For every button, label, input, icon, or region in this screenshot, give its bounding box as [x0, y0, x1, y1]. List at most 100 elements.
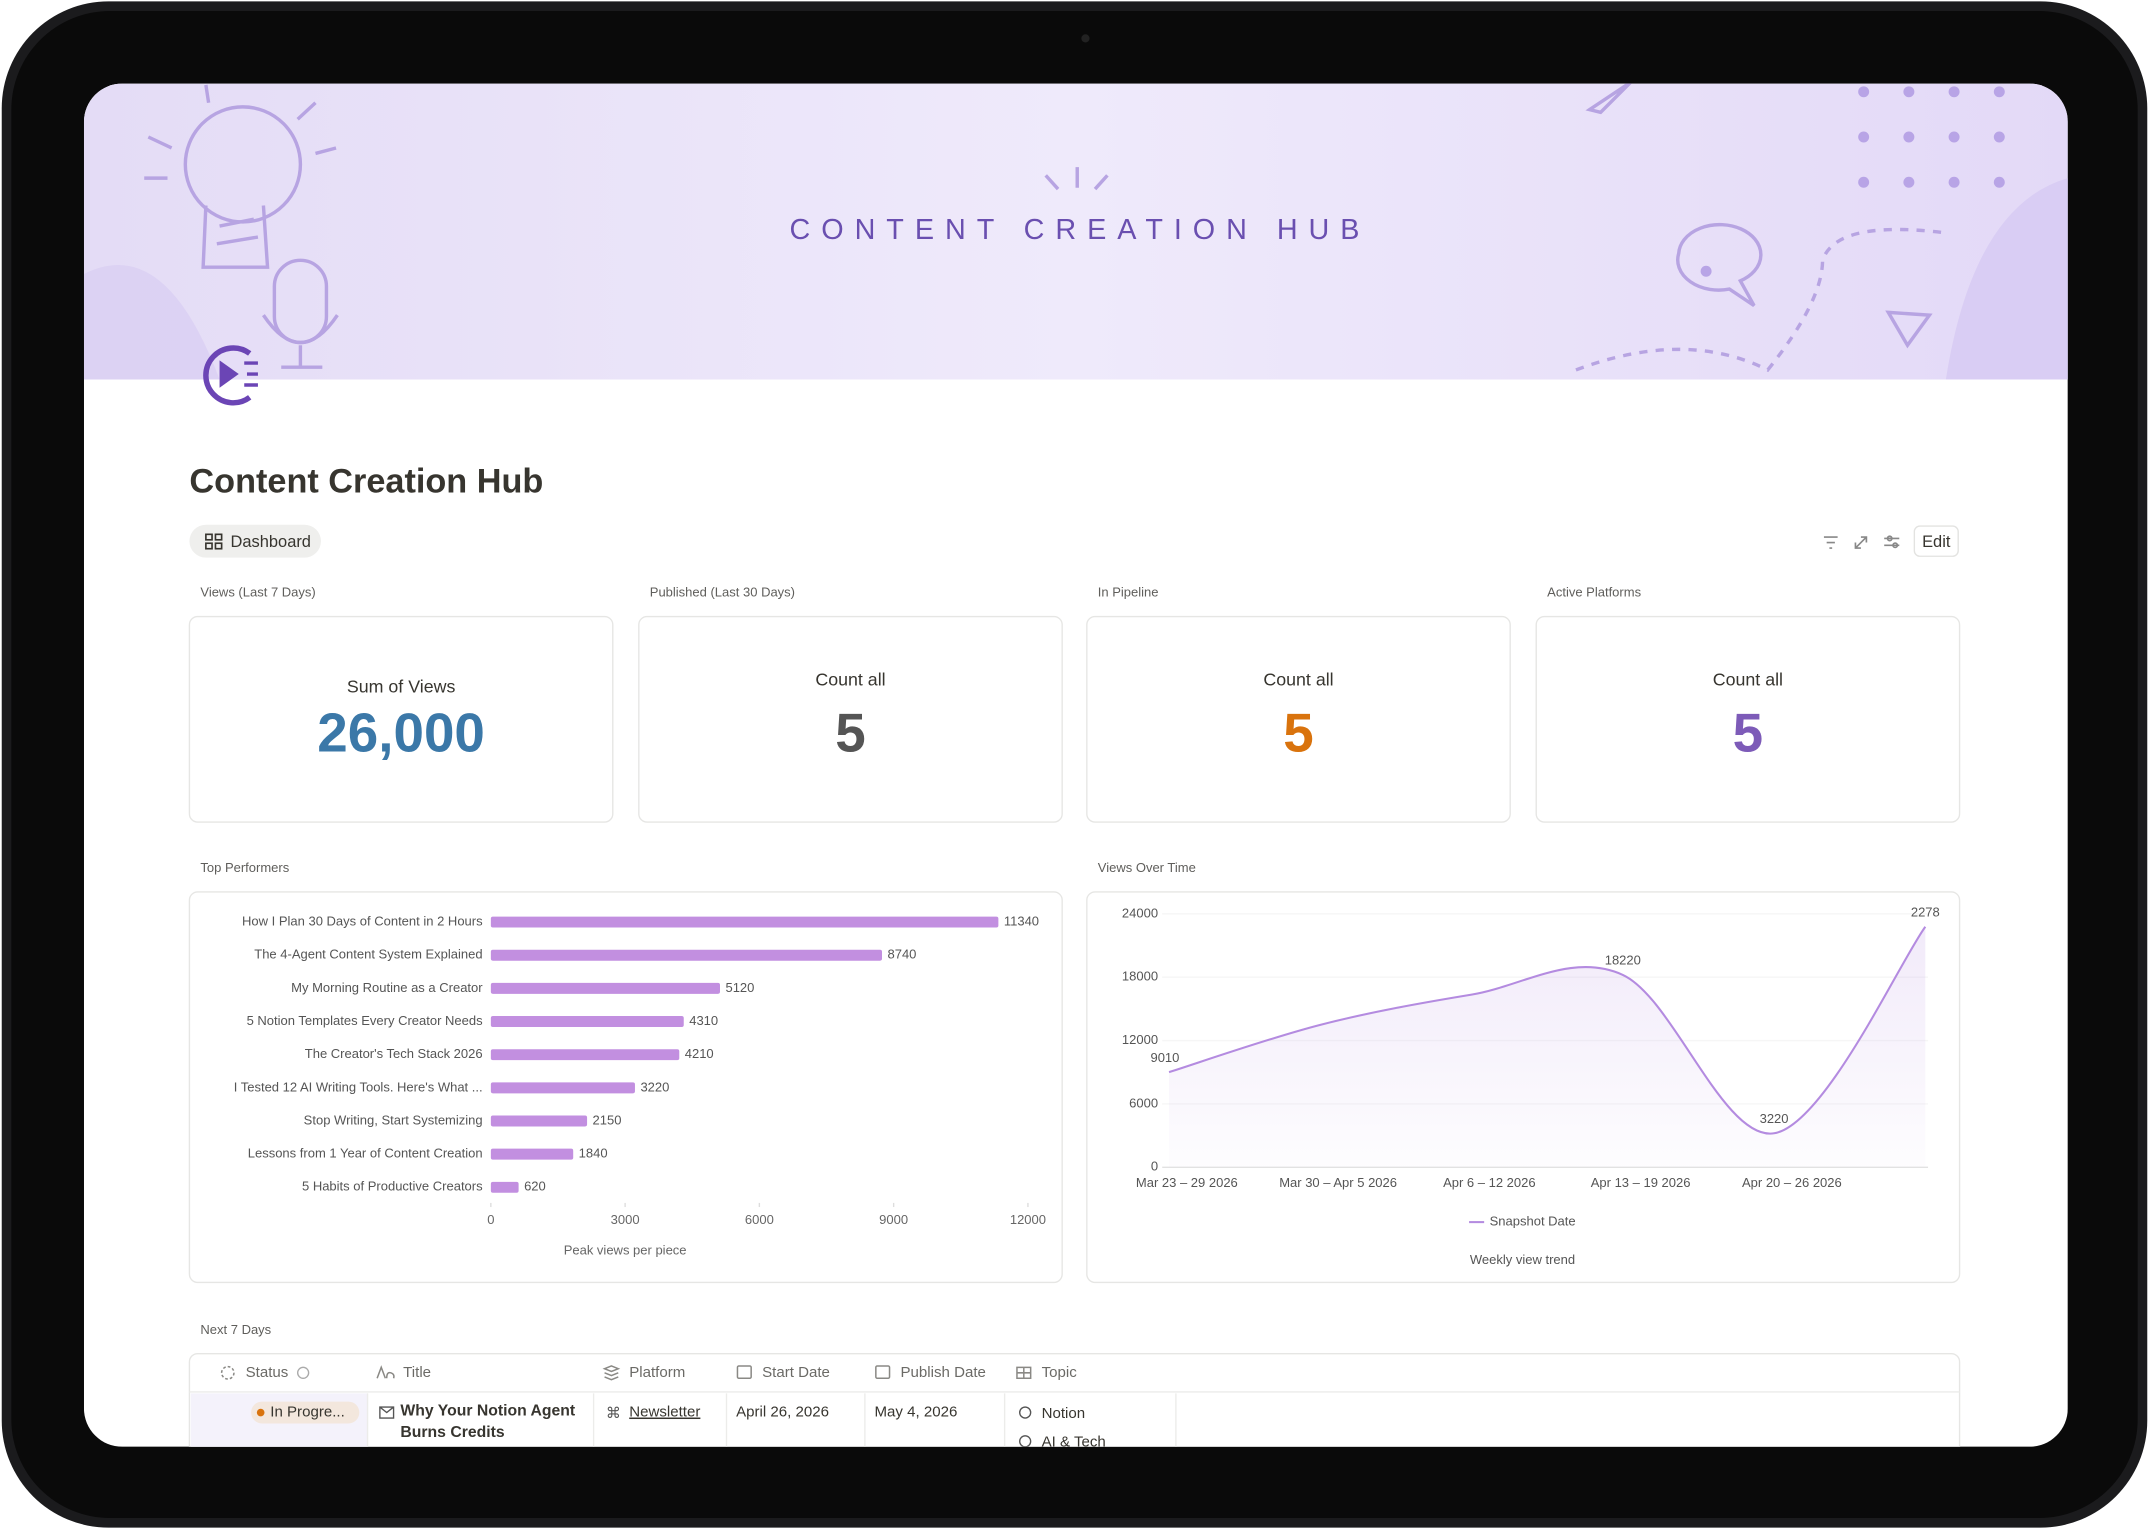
x-tick-label: Apr 20 – 26 2026 [1742, 1175, 1842, 1190]
y-tick-label: 5 Notion Templates Every Creator Needs [247, 1013, 484, 1028]
y-tick-label: Stop Writing, Start Systemizing [304, 1112, 483, 1127]
value-label: 4210 [685, 1046, 714, 1061]
x-tick-label: 9000 [879, 1212, 908, 1227]
x-tick-label: 0 [487, 1212, 494, 1227]
column-header: Start Date [762, 1364, 830, 1381]
column-header: Platform [629, 1364, 685, 1381]
value-label: 2278 [1911, 904, 1940, 919]
page-icon [203, 345, 258, 406]
kpi-value: 5 [1283, 702, 1313, 764]
x-tick-label: Apr 6 – 12 2026 [1443, 1175, 1536, 1190]
kpi-label: Count all [1713, 670, 1783, 690]
view-tab-icon [205, 533, 223, 550]
value-label: 9010 [1150, 1050, 1179, 1065]
value-label: 4310 [689, 1013, 718, 1028]
camera [1081, 34, 1090, 43]
y-tick-label: My Morning Routine as a Creator [291, 980, 483, 995]
topic-icon [1016, 1366, 1032, 1380]
y-tick-label: Lessons from 1 Year of Content Creation [248, 1146, 483, 1161]
y-tick-label: How I Plan 30 Days of Content in 2 Hours [242, 913, 483, 928]
chat-dot [1700, 265, 1712, 277]
value-label: 8740 [887, 947, 916, 962]
kpi-label: Count all [815, 670, 885, 690]
bar [490, 1016, 684, 1028]
y-tick-label: 12000 [1122, 1032, 1158, 1047]
x-tick-label: Mar 30 – Apr 5 2026 [1279, 1175, 1397, 1190]
column-header: Topic [1042, 1364, 1078, 1381]
y-tick-label: 0 [1151, 1159, 1158, 1174]
toolbar-icons[interactable] [1823, 535, 1900, 549]
mail-icon [379, 1406, 395, 1419]
title[interactable]: Why Your Notion Agent Burns Credits [400, 1402, 576, 1442]
banner-title: CONTENT CREATION HUB [790, 214, 1371, 246]
banner: CONTENT CREATION HUB [83, 83, 2068, 380]
x-tick-label: 12000 [1010, 1212, 1046, 1227]
banner-blob [1945, 178, 2068, 380]
date-icon [736, 1365, 752, 1380]
x-tick-label: Apr 13 – 19 2026 [1591, 1175, 1691, 1190]
section-label: Active Platforms [1547, 585, 1641, 600]
topic-icon [1019, 1435, 1032, 1447]
kpi-card [1086, 615, 1511, 823]
table [188, 1352, 1961, 1447]
edit-button[interactable] [1913, 525, 1959, 557]
chart-caption: Weekly view trend [1470, 1252, 1575, 1267]
kpi-value: 26,000 [317, 702, 485, 764]
value-label: 620 [524, 1179, 546, 1194]
value-label: 18220 [1605, 953, 1641, 968]
banner-dots [1858, 86, 2005, 188]
kpi-value: 5 [835, 702, 865, 764]
x-tick-label: Mar 23 – 29 2026 [1136, 1175, 1238, 1190]
screen: CONTENT CREATION HUB Content Creation Hu… [83, 83, 2068, 1451]
area-fill [1169, 926, 1926, 1168]
status-pill [251, 1401, 360, 1424]
section-label: Top Performers [200, 860, 289, 875]
x-tick-label: 6000 [745, 1212, 774, 1227]
topic-icon [1019, 1406, 1032, 1419]
x-axis-label: Peak views per piece [564, 1242, 687, 1257]
kpi-card [188, 615, 614, 823]
kpi-label: Count all [1263, 670, 1333, 690]
y-tick-label: 18000 [1122, 969, 1158, 984]
column-header: Title [403, 1364, 431, 1381]
title-cell: Why Your Notion Agent Burns Credits [400, 1402, 576, 1442]
section-label: Views Over Time [1098, 860, 1196, 875]
kpi-card [638, 615, 1063, 823]
section-label: Next 7 Days [200, 1322, 271, 1337]
kpi-card [1535, 615, 1961, 823]
y-tick-label: I Tested 12 AI Writing Tools. Here's Wha… [234, 1079, 483, 1094]
page-title: Content Creation Hub [189, 463, 543, 501]
start-date: April 26, 2026 [736, 1404, 829, 1421]
kpi-label: Sum of Views [347, 676, 456, 696]
bar [490, 1082, 635, 1094]
x-tick-label: 3000 [611, 1212, 640, 1227]
kpi-value: 5 [1733, 702, 1763, 764]
platform-icon [602, 1365, 621, 1381]
publish-date: May 4, 2026 [874, 1404, 957, 1421]
value-label: 3220 [1760, 1111, 1789, 1126]
banner-icons [144, 83, 1947, 373]
value-label: 2150 [593, 1112, 622, 1127]
bar [490, 1148, 574, 1160]
status-info [296, 1366, 310, 1379]
content: Views (Last 7 Days) Sum of Views 26,000 Pub… [188, 585, 1961, 1451]
value-label: 5120 [725, 980, 754, 995]
line [1168, 926, 1927, 1135]
platform-icon: ⌘ [606, 1405, 621, 1422]
edit-button-label[interactable]: Edit [1922, 533, 1951, 551]
status: In Progre... [270, 1404, 345, 1421]
view-tab-label[interactable]: Dashboard [231, 533, 311, 551]
bar [490, 1181, 519, 1193]
banner-bg [83, 83, 2068, 380]
bar [490, 1049, 680, 1061]
y-tick-label: 5 Habits of Productive Creators [302, 1179, 483, 1194]
topic: Notion [1042, 1405, 1086, 1422]
topic: AI & Tech [1042, 1434, 1106, 1451]
column-header: Publish Date [901, 1364, 986, 1381]
value-label: 3220 [640, 1079, 669, 1094]
bar [490, 1115, 588, 1127]
bar [490, 982, 720, 994]
